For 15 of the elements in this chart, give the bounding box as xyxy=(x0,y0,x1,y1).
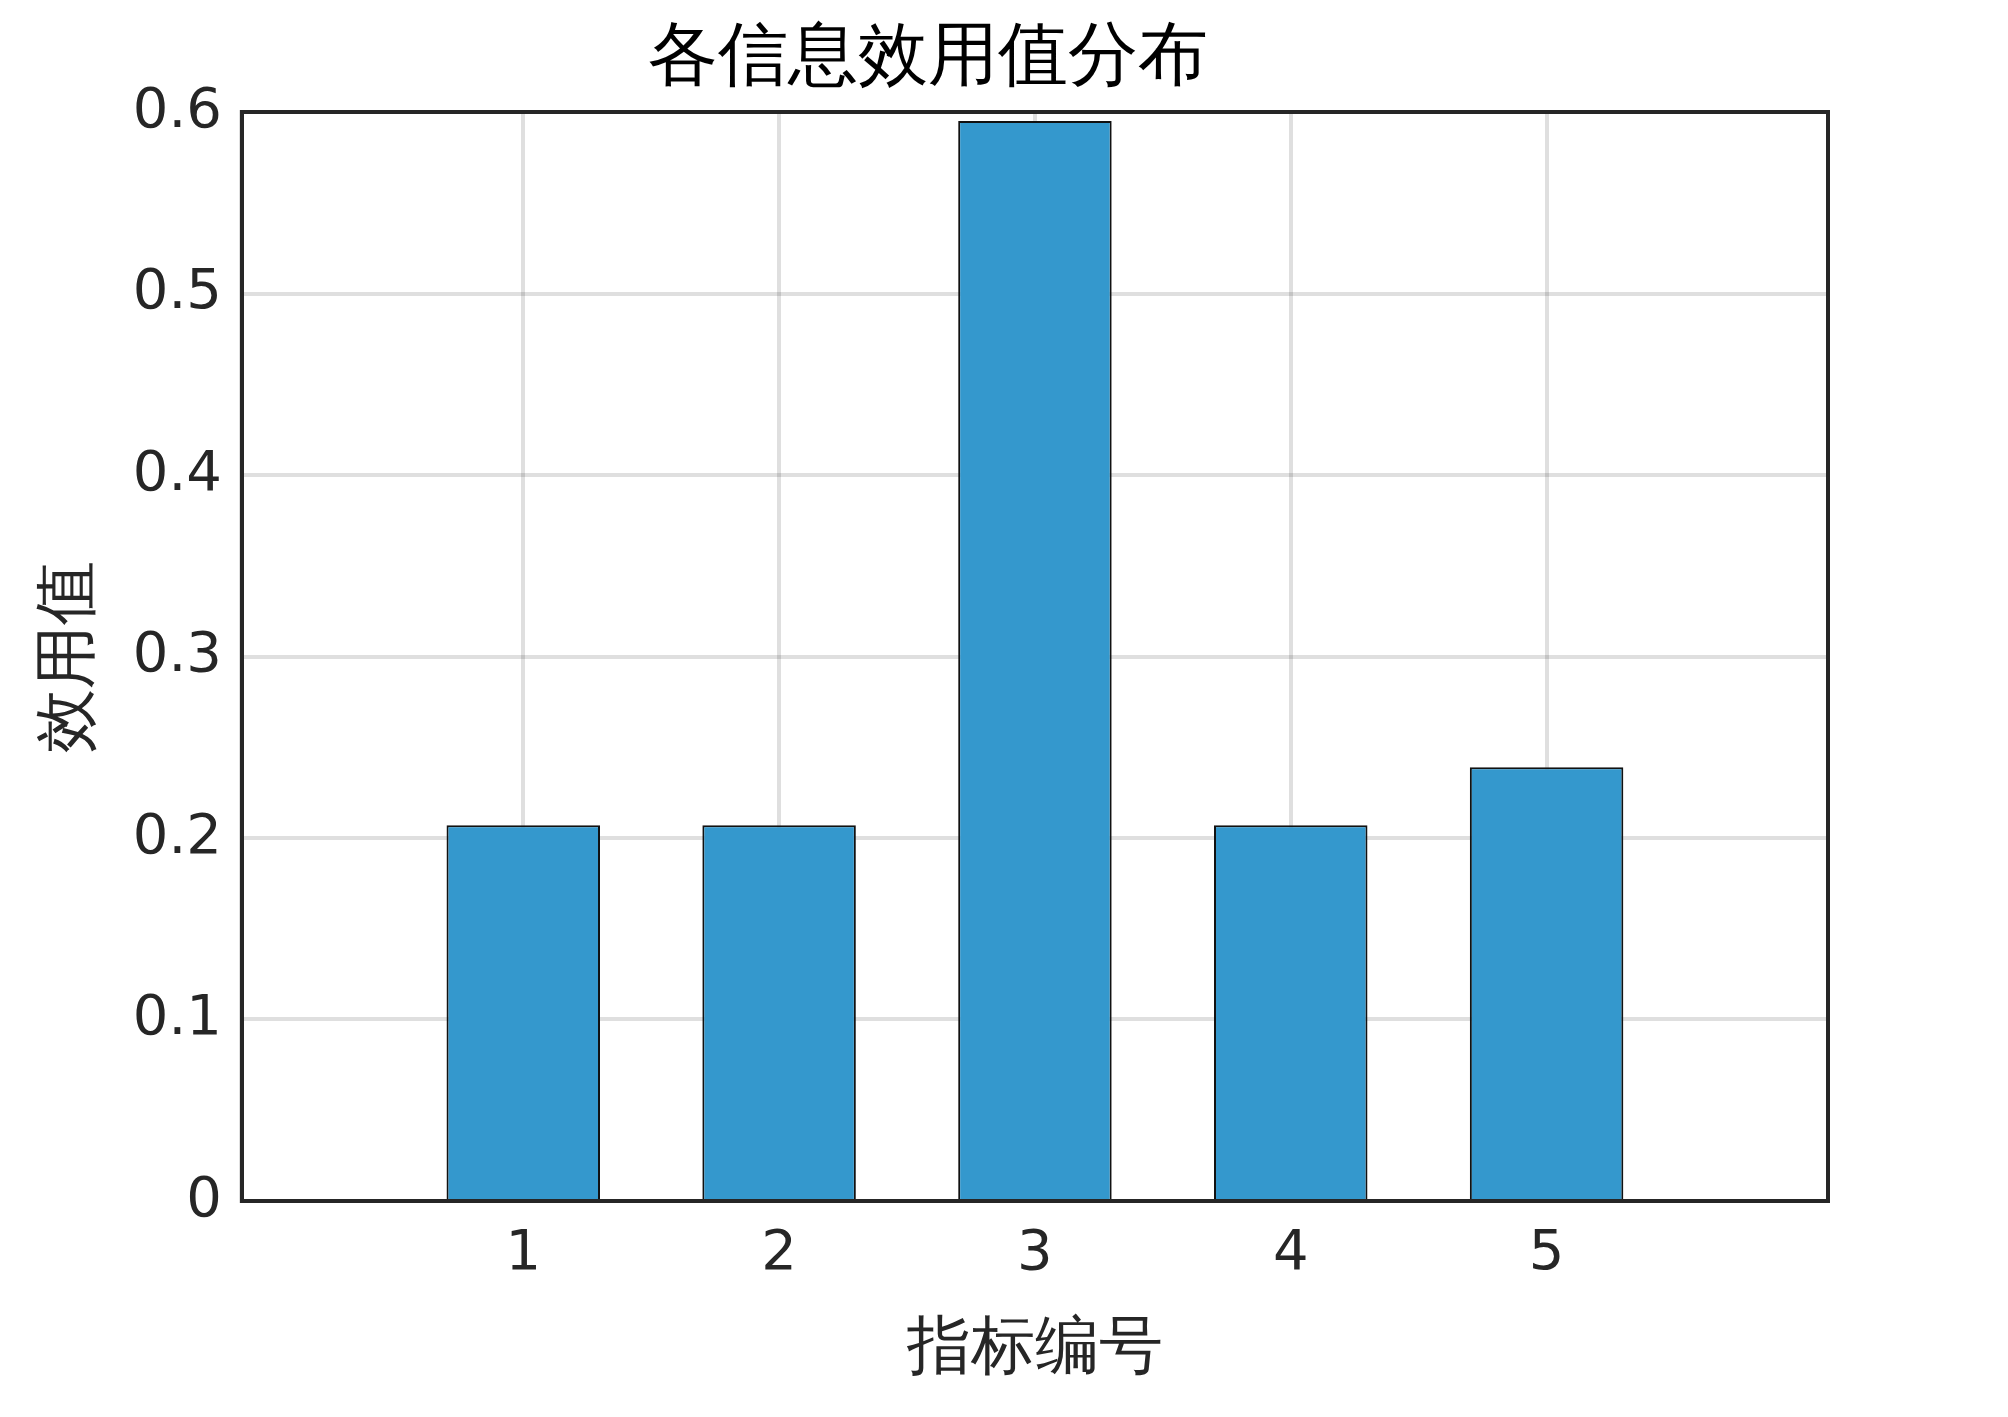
y-tick-label: 0.5 xyxy=(132,256,222,322)
y-tick-label: 0.6 xyxy=(132,74,222,140)
y-tick-label: 0 xyxy=(186,1163,222,1229)
y-tick-label: 0.4 xyxy=(132,437,222,503)
y-tick-label: 0.1 xyxy=(132,982,222,1048)
y-tick-label: 0.2 xyxy=(132,800,222,866)
x-tick-label: 4 xyxy=(1272,1217,1309,1283)
y-tick-label: 0.3 xyxy=(132,619,222,685)
y-axis-title: 效用值 xyxy=(28,560,103,753)
x-tick-label: 2 xyxy=(761,1217,797,1283)
x-tick-label: 1 xyxy=(505,1217,542,1283)
chart-title: 各信息效用值分布 xyxy=(648,13,1208,96)
x-tick-label: 5 xyxy=(1528,1217,1565,1283)
x-tick-label: 3 xyxy=(1017,1217,1053,1283)
x-axis-title: 指标编号 xyxy=(905,1308,1163,1383)
